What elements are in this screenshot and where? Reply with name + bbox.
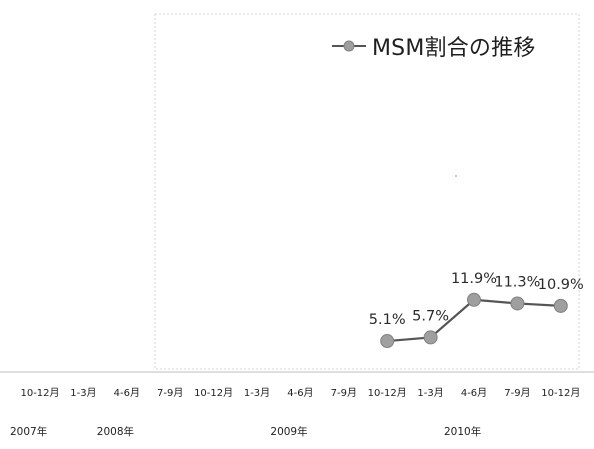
plot-area-border: [154, 13, 580, 370]
x-tick-label: 1-3月: [417, 388, 444, 399]
data-label: 10.9%: [538, 277, 584, 293]
x-tick-label: 4-6月: [113, 388, 140, 399]
data-label: 5.7%: [412, 308, 449, 324]
data-point: [467, 292, 481, 307]
legend-marker-icon: [332, 40, 366, 52]
x-group-label: 2010年: [444, 426, 482, 438]
x-tick-label: 4-6月: [460, 388, 488, 399]
data-label: 5.1%: [369, 312, 406, 328]
x-group-label: 2007年: [10, 426, 48, 438]
legend-label: MSM割合の推移: [372, 36, 536, 61]
x-tick-label: 10-12月: [367, 388, 407, 399]
x-tick-label: 10-12月: [20, 388, 60, 399]
x-tick-label: 4-6月: [287, 388, 314, 399]
data-label: 11.9%: [451, 271, 497, 287]
x-group-label: 2008年: [96, 426, 135, 438]
x-tick-label: 10-12月: [194, 388, 234, 399]
speck-mark: [455, 175, 457, 177]
x-group-label: 2009年: [270, 426, 308, 438]
x-tick-label: 7-9月: [504, 388, 531, 399]
x-tick-label: 7-9月: [157, 388, 184, 399]
data-point: [510, 296, 525, 311]
x-tick-label: 10-12月: [541, 388, 581, 399]
legend: MSM割合の推移: [330, 30, 584, 62]
x-tick-label: 1-3月: [70, 388, 97, 399]
data-point: [553, 298, 568, 313]
data-label: 11.3%: [494, 274, 540, 290]
legend-marker: [343, 40, 355, 52]
x-tick-label: 1-3月: [243, 388, 271, 399]
data-point: [380, 334, 395, 349]
x-tick-label: 7-9月: [330, 388, 357, 399]
data-point: [423, 330, 438, 345]
